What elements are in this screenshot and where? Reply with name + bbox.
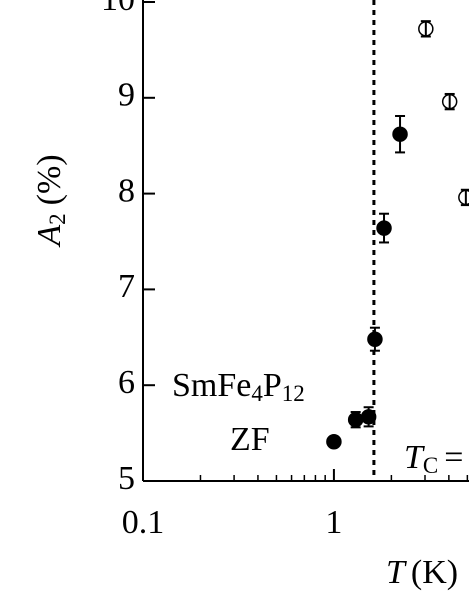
y-label-unit: (%) xyxy=(31,154,68,205)
y-tick-label: 10 xyxy=(101,0,135,18)
tc-label: TC = xyxy=(404,439,463,478)
y-tick-label: 9 xyxy=(118,77,135,114)
tc-symbol: T xyxy=(404,439,425,476)
sample-part: P xyxy=(263,367,282,404)
y-label-symbol: A xyxy=(31,225,68,248)
y-tick-label: 7 xyxy=(118,268,135,305)
y-axis-label: A2 (%) xyxy=(31,154,70,247)
data-point xyxy=(376,220,392,236)
x-label-symbol: T xyxy=(386,554,407,591)
tc-subscript: C xyxy=(423,453,438,478)
y-tick-label: 5 xyxy=(118,460,135,497)
x-label-unit: (K) xyxy=(411,554,458,591)
condition-label: ZF xyxy=(230,421,270,458)
data-point xyxy=(441,93,458,110)
sample-part: 4 xyxy=(251,381,263,406)
sample-label: SmFe4P12 xyxy=(172,367,305,406)
y-label-subscript: 2 xyxy=(45,213,70,225)
y-tick-label: 8 xyxy=(118,172,135,209)
x-tick-label: 0.1 xyxy=(122,504,165,541)
sample-part: 12 xyxy=(282,381,305,406)
data-point xyxy=(458,189,469,206)
data-point xyxy=(360,409,377,425)
tc-tail: = xyxy=(444,439,463,476)
data-point xyxy=(367,331,383,347)
y-tick-label: 6 xyxy=(118,364,135,401)
data-point xyxy=(392,126,408,142)
data-point xyxy=(347,411,364,428)
x-axis-label: T (K) xyxy=(386,554,458,591)
sample-part: SmFe xyxy=(172,367,251,404)
data-point xyxy=(418,21,434,37)
data-point xyxy=(326,433,342,450)
x-tick-label: 1 xyxy=(325,504,342,541)
